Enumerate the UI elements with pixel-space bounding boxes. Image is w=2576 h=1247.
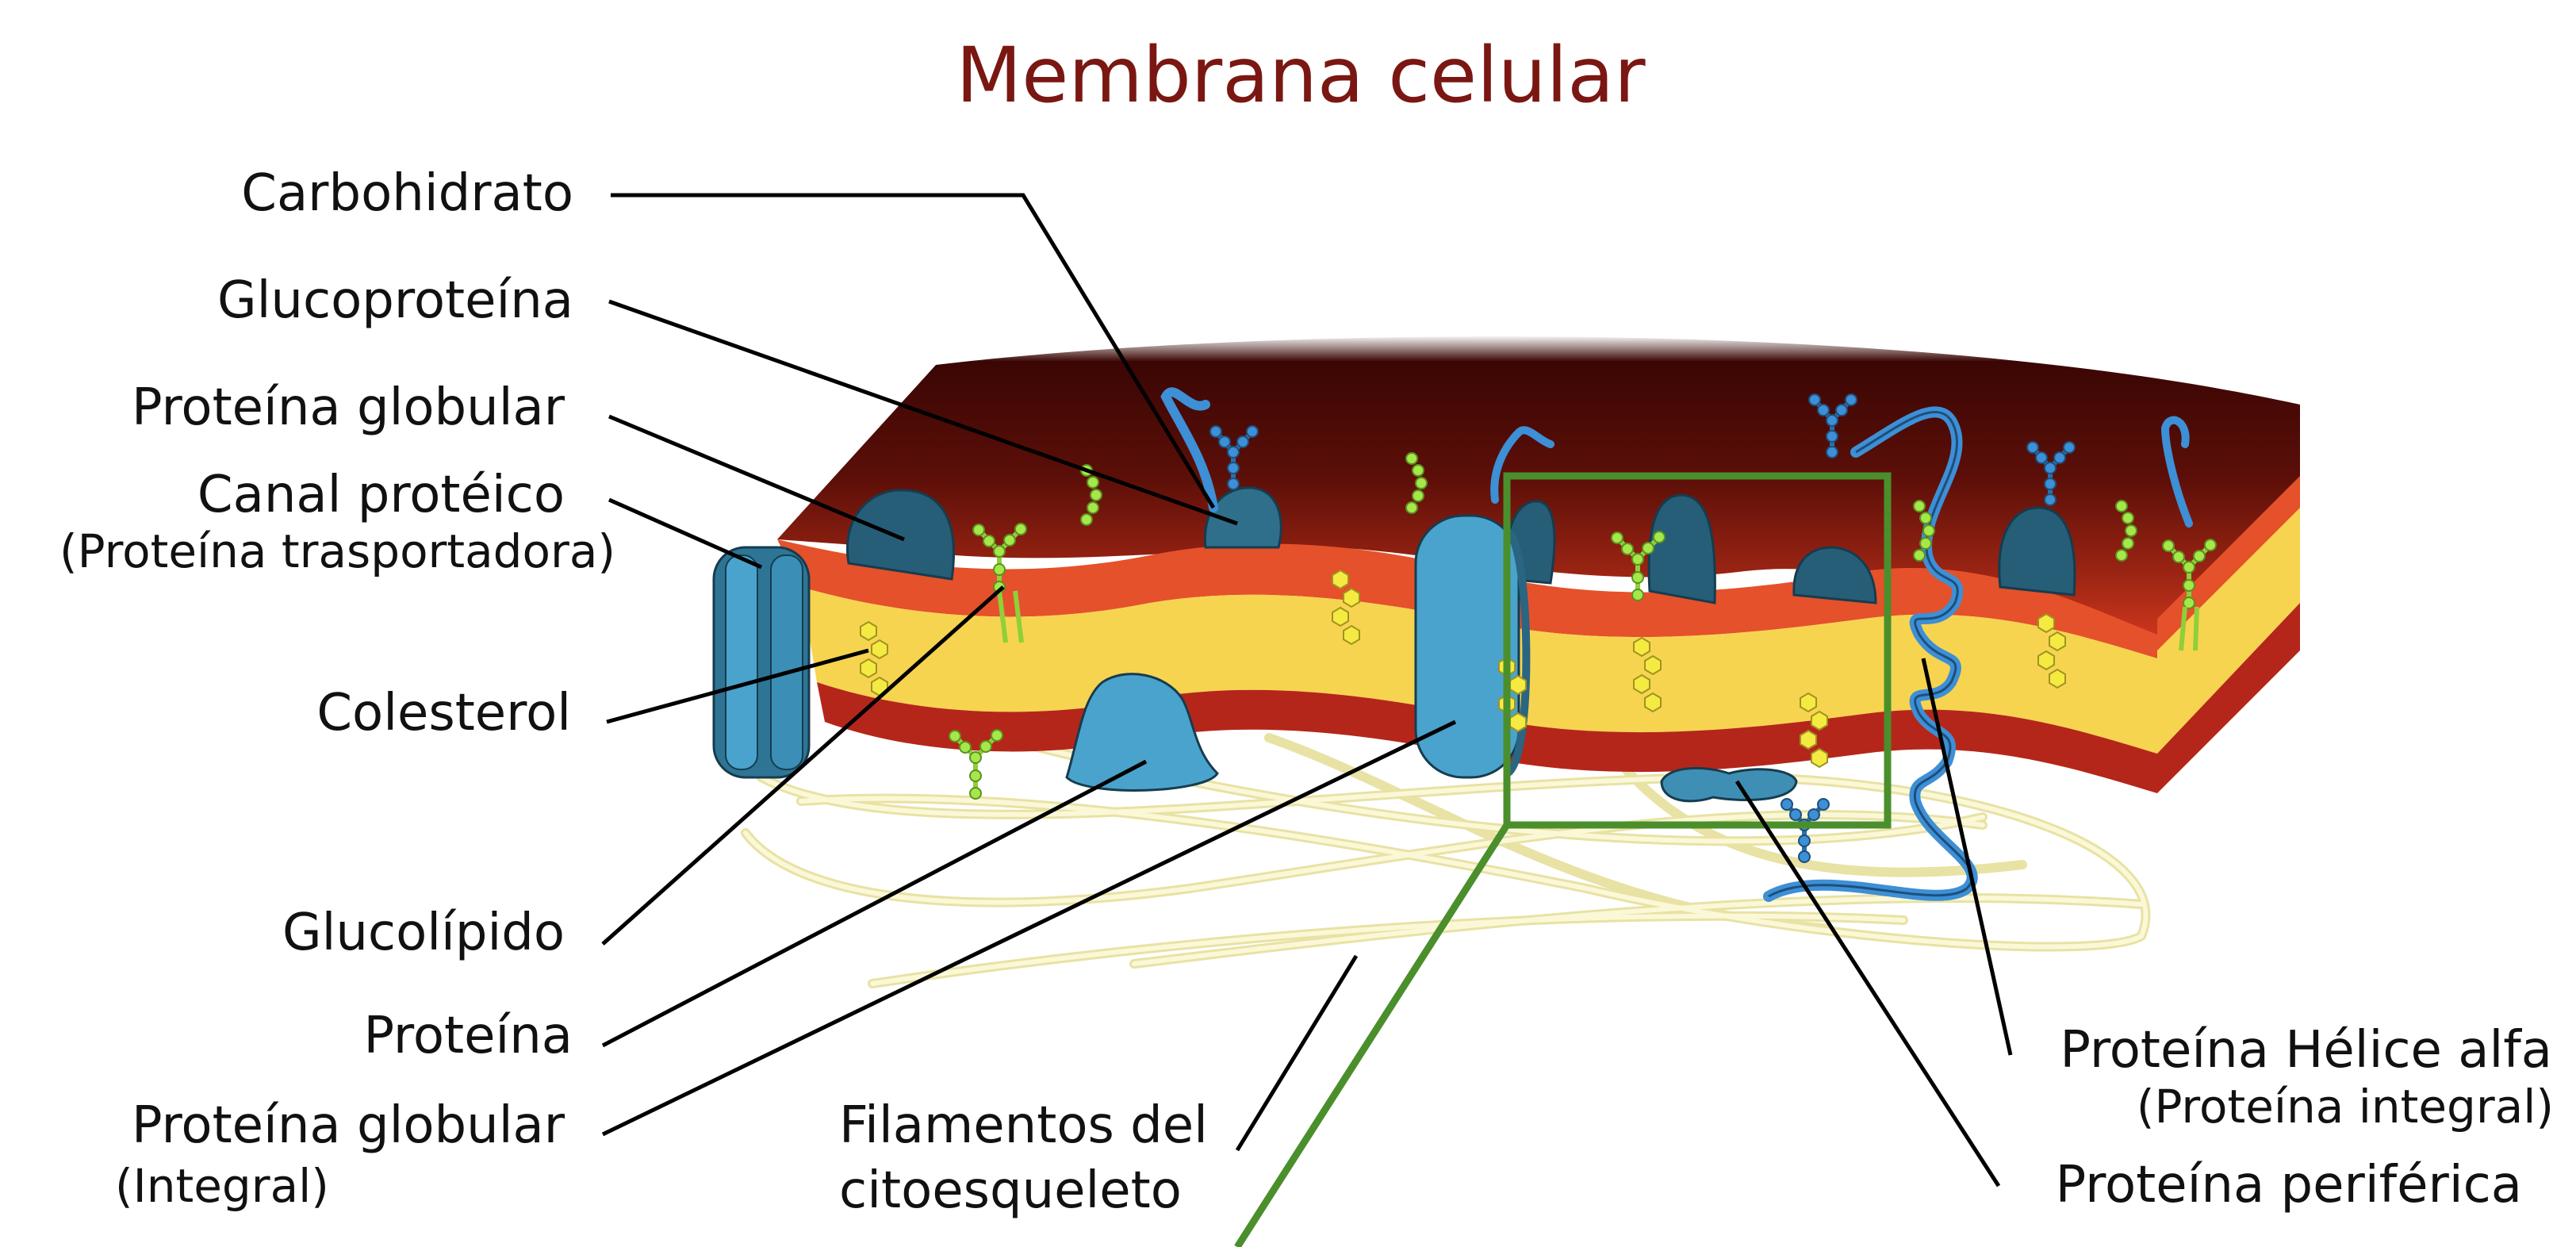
globular-protein-1 — [846, 489, 955, 581]
label-canal-proteico-sub: (Proteína trasportadora) — [59, 524, 615, 578]
label-filamentos-line1: Filamentos del — [839, 1096, 1208, 1155]
label-glucolipido: Glucolípido — [282, 904, 565, 962]
surface-protein-4 — [1792, 546, 1877, 604]
glycolipid-tail-2 — [2179, 606, 2199, 651]
channel-protein — [712, 546, 811, 779]
label-helice-alfa-sub: (Proteína integral) — [2137, 1080, 2554, 1134]
peripheral-protein — [1660, 766, 1798, 803]
alpha-helix-outline — [1768, 410, 1974, 898]
label-proteina-globular-integral-sub: (Integral) — [115, 1159, 329, 1213]
carbohydrate-strand-2 — [1490, 426, 1554, 504]
membrane-side-face — [2157, 492, 2300, 754]
glycolipid-tail-1 — [997, 590, 1024, 643]
diagram-title: Membrana celular — [956, 31, 1646, 120]
label-canal-proteico: Canal protéico — [197, 466, 565, 524]
label-periferica: Proteína periférica — [2056, 1156, 2522, 1214]
leader-lines — [601, 193, 2013, 1188]
zoom-box — [1503, 472, 1892, 829]
integral-globular-protein — [1414, 514, 1531, 779]
carbohydrate-chain-4 — [1781, 799, 1829, 862]
glycoprotein-body — [1203, 486, 1282, 549]
label-glucoproteina: Glucoproteína — [217, 271, 573, 330]
inner-protein — [1065, 673, 1219, 792]
label-helice-alfa: Proteína Hélice alfa — [2060, 1021, 2552, 1080]
surface-protein-3 — [1647, 493, 1716, 604]
label-colesterol: Colesterol — [316, 684, 571, 742]
membrane-side-face-bottom — [2157, 603, 2300, 793]
label-proteina: Proteína — [363, 1007, 573, 1065]
label-carbohidrato: Carbohidrato — [241, 164, 573, 223]
label-proteina-globular: Proteína globular — [132, 378, 565, 437]
carbohydrate-strand-3 — [2160, 416, 2193, 528]
zoom-pointer-line — [1234, 823, 1510, 1247]
surface-protein-5 — [1998, 506, 2076, 597]
label-proteina-globular-integral: Proteína globular — [132, 1096, 565, 1155]
carbohydrate-strand-1 — [1160, 387, 1218, 512]
labels: Carbohidrato Glucoproteína Proteína glob… — [59, 164, 2554, 1220]
label-filamentos-line2: citoesqueleto — [839, 1161, 1182, 1220]
